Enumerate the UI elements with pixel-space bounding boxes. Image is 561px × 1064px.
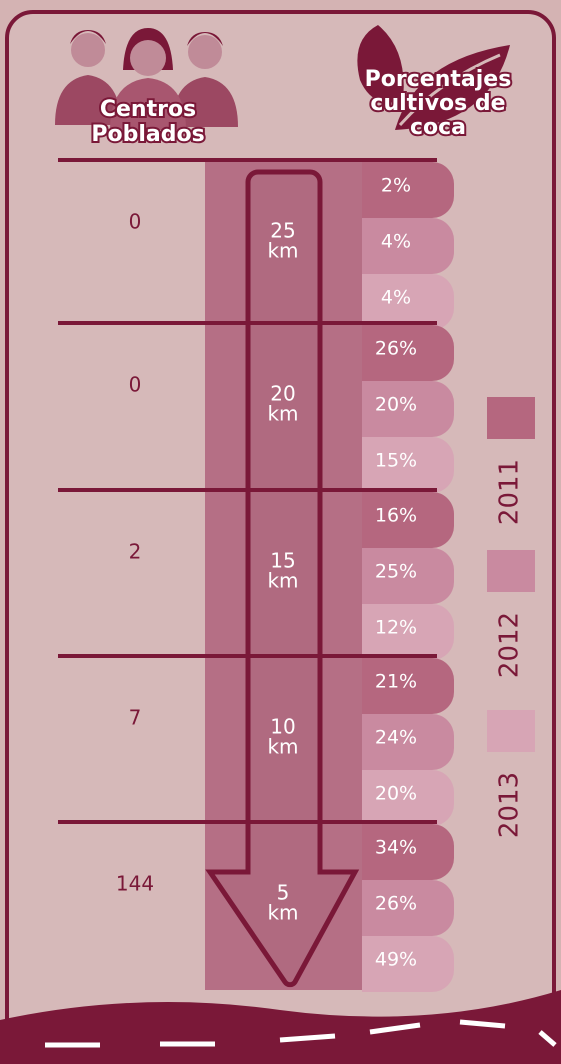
distance-unit: km <box>267 569 298 593</box>
percentage: 49% <box>375 949 417 971</box>
percentage: 26% <box>375 893 417 915</box>
percentage: 20% <box>375 394 417 416</box>
centros-value: 2 <box>129 540 142 564</box>
percentage: 26% <box>375 338 417 360</box>
percentage: 15% <box>375 450 417 472</box>
percentage: 16% <box>375 505 417 527</box>
right-title: Porcentajes <box>365 67 512 92</box>
percentage: 20% <box>375 783 417 805</box>
centros-value: 144 <box>116 872 154 896</box>
legend-swatch <box>487 550 535 592</box>
percentage: 25% <box>375 561 417 583</box>
distance-unit: km <box>267 735 298 759</box>
legend-label: 2012 <box>495 612 525 678</box>
percentage: 24% <box>375 727 417 749</box>
percentage: 21% <box>375 671 417 693</box>
centros-value: 0 <box>129 210 142 234</box>
centros-value: 0 <box>129 373 142 397</box>
percentage: 4% <box>381 231 411 253</box>
centros-value: 7 <box>129 706 142 730</box>
percentage: 4% <box>381 287 411 309</box>
legend-label: 2011 <box>495 459 525 525</box>
legend-label: 2013 <box>495 772 525 838</box>
percentage: 2% <box>381 175 411 197</box>
distance-unit: km <box>267 239 298 263</box>
percentage: 34% <box>375 837 417 859</box>
percentage: 12% <box>375 617 417 639</box>
distance-unit: km <box>267 901 298 925</box>
left-title: Centros <box>100 97 196 122</box>
infographic: Centros Poblados Porcentajes cultivos de… <box>0 0 561 1064</box>
right-title: coca <box>410 115 466 140</box>
right-title: cultivos de <box>370 91 505 116</box>
legend-swatch <box>487 397 535 439</box>
left-title: Poblados <box>91 122 204 147</box>
distance-unit: km <box>267 402 298 426</box>
legend-swatch <box>487 710 535 752</box>
